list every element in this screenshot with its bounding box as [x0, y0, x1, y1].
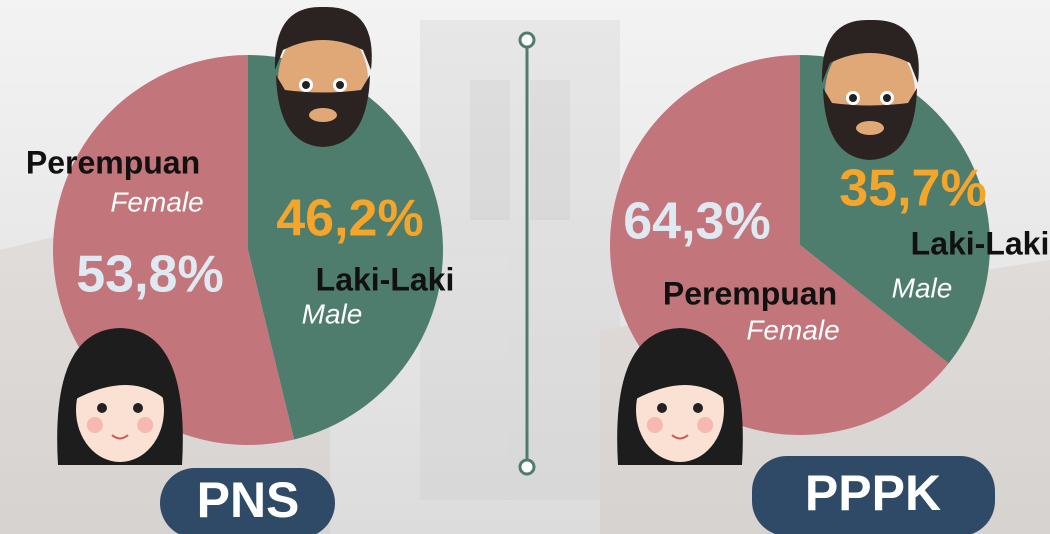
pupil	[883, 94, 891, 102]
value-label: 35,7%	[839, 160, 986, 218]
chart-title: PPPK	[805, 465, 941, 521]
cheek	[87, 417, 103, 433]
cheek	[137, 417, 153, 433]
page: 46,2%Laki-LakiMale53,8%PerempuanFemalePN…	[0, 0, 1050, 534]
value-label: 64,3%	[623, 193, 770, 251]
category-label-en: Female	[110, 186, 203, 217]
mouth	[309, 108, 337, 122]
eye	[693, 403, 703, 413]
value-label: 46,2%	[276, 190, 423, 248]
category-label: Perempuan	[663, 275, 837, 311]
pupil	[336, 81, 344, 89]
category-label: Perempuan	[26, 144, 200, 180]
cheek	[647, 417, 663, 433]
eye	[133, 403, 143, 413]
male-face	[275, 7, 372, 147]
category-label-en: Male	[892, 272, 953, 303]
pupil	[302, 81, 310, 89]
category-label: Laki-Laki	[911, 225, 1050, 261]
pupil	[849, 94, 857, 102]
chart-title: PNS	[197, 472, 300, 528]
mouth	[856, 121, 884, 135]
category-label: Laki-Laki	[316, 261, 455, 297]
eye	[657, 403, 667, 413]
category-label-en: Female	[746, 314, 839, 345]
male-face	[822, 20, 919, 160]
infographic: 46,2%Laki-LakiMale53,8%PerempuanFemalePN…	[0, 0, 1050, 534]
category-label-en: Male	[302, 298, 363, 329]
value-label: 53,8%	[76, 246, 223, 304]
cheek	[697, 417, 713, 433]
eye	[97, 403, 107, 413]
